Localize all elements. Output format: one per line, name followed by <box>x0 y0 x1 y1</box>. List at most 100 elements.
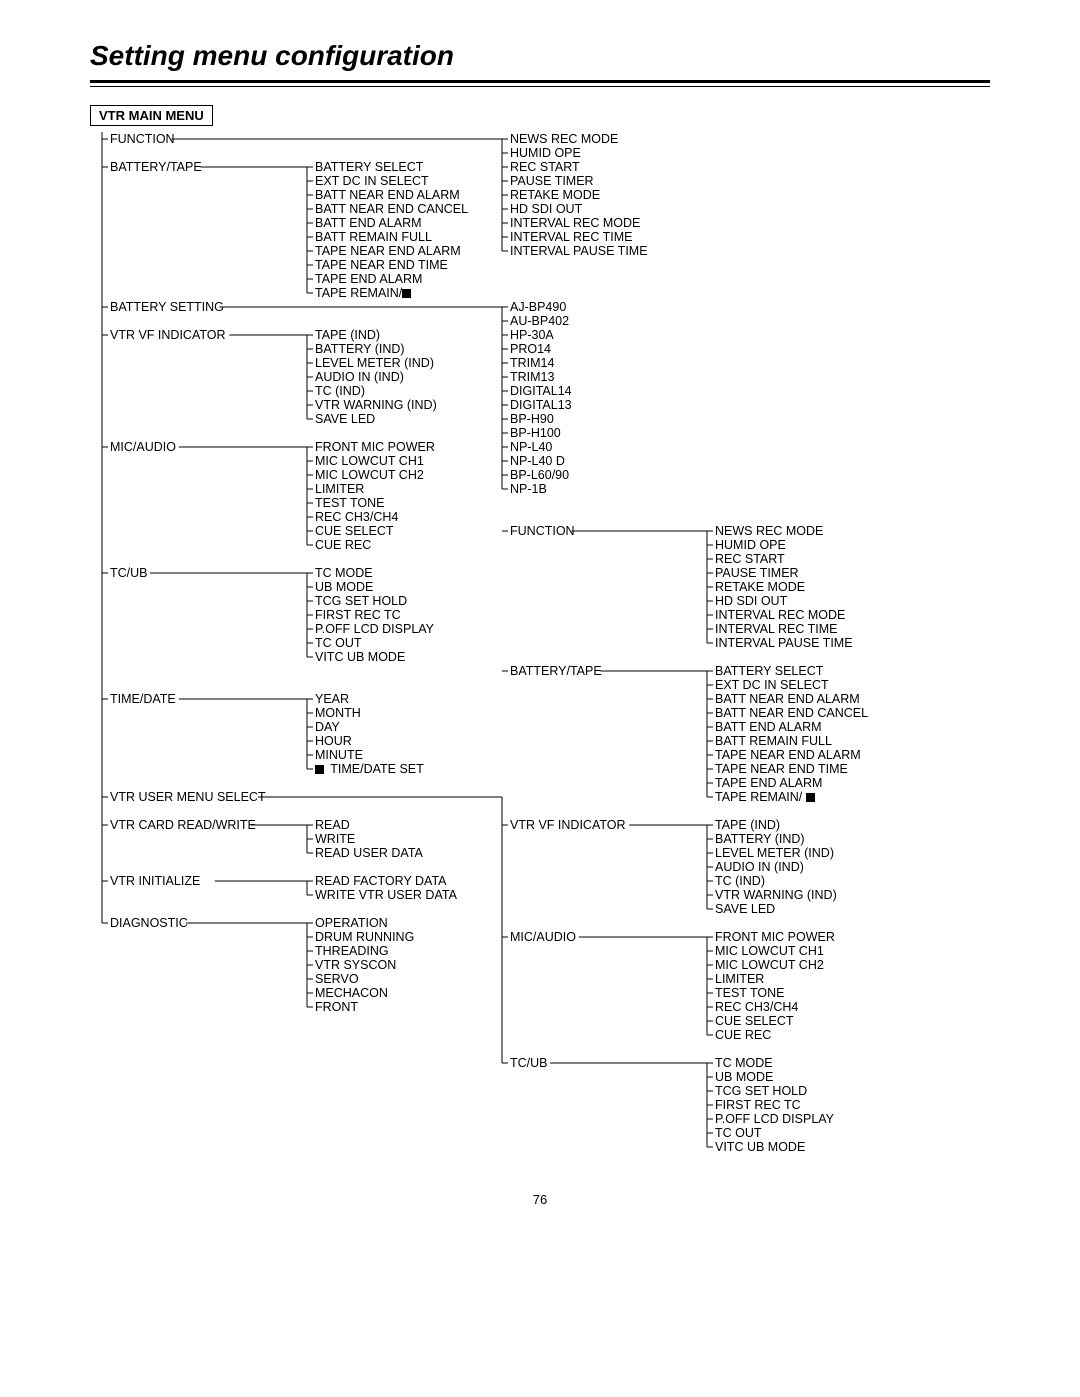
l2-item: REC CH3/CH4 <box>315 510 398 524</box>
r2-item: INTERVAL REC TIME <box>715 622 837 636</box>
l1-item: TIME/DATE <box>110 692 176 706</box>
l2-item: TC MODE <box>315 566 373 580</box>
r2-item: SAVE LED <box>715 902 775 916</box>
l1-item: VTR INITIALIZE <box>110 874 200 888</box>
l2-item: MONTH <box>315 706 361 720</box>
r2-item: VITC UB MODE <box>715 1140 805 1154</box>
l1-item: BATTERY/TAPE <box>110 160 202 174</box>
mid-item: BP-L60/90 <box>510 468 569 482</box>
r2-item: AUDIO IN (IND) <box>715 860 804 874</box>
r2-item: TEST TONE <box>715 986 784 1000</box>
r2-item: P.OFF LCD DISPLAY <box>715 1112 834 1126</box>
l2-item: VITC UB MODE <box>315 650 405 664</box>
l2-item: AUDIO IN (IND) <box>315 370 404 384</box>
mid-item: DIGITAL13 <box>510 398 572 412</box>
r2-item: LIMITER <box>715 972 764 986</box>
l1-item: TC/UB <box>110 566 148 580</box>
l2-item: EXT DC IN SELECT <box>315 174 429 188</box>
mid-item: BP-H100 <box>510 426 561 440</box>
r2-item: BATT REMAIN FULL <box>715 734 832 748</box>
r2-item: BATT NEAR END CANCEL <box>715 706 868 720</box>
mid-item: INTERVAL REC TIME <box>510 230 632 244</box>
l2-item: LIMITER <box>315 482 364 496</box>
r2-item: INTERVAL REC MODE <box>715 608 845 622</box>
r2-item: CUE REC <box>715 1028 771 1042</box>
l2-item: FRONT MIC POWER <box>315 440 435 454</box>
r2-item: TAPE END ALARM <box>715 776 822 790</box>
r2-item: TC OUT <box>715 1126 762 1140</box>
mid-item: BP-H90 <box>510 412 554 426</box>
l2-item: CUE SELECT <box>315 524 394 538</box>
l2-item: CUE REC <box>315 538 371 552</box>
mid-item: AJ-BP490 <box>510 300 566 314</box>
r2-item: INTERVAL PAUSE TIME <box>715 636 853 650</box>
l2-item: OPERATION <box>315 916 388 930</box>
page-number: 76 <box>90 1192 990 1207</box>
l2-item: MIC LOWCUT CH1 <box>315 454 424 468</box>
r2-item: BATT END ALARM <box>715 720 822 734</box>
l2-item: VTR WARNING (IND) <box>315 398 437 412</box>
l2-item: MIC LOWCUT CH2 <box>315 468 424 482</box>
l2-item: THREADING <box>315 944 389 958</box>
l2-item: MECHACON <box>315 986 388 1000</box>
r2-item: LEVEL METER (IND) <box>715 846 834 860</box>
r2-item: TAPE NEAR END TIME <box>715 762 848 776</box>
r2-item: HD SDI OUT <box>715 594 787 608</box>
mid-item: NEWS REC MODE <box>510 132 618 146</box>
l2-item: SERVO <box>315 972 359 986</box>
l2-item: SAVE LED <box>315 412 375 426</box>
l2-item: WRITE VTR USER DATA <box>315 888 457 902</box>
r2-item: BATT NEAR END ALARM <box>715 692 860 706</box>
l2-item: BATT END ALARM <box>315 216 422 230</box>
l1-item: VTR USER MENU SELECT <box>110 790 266 804</box>
r2-item: TC (IND) <box>715 874 765 888</box>
mid-item: TRIM14 <box>510 356 554 370</box>
l2-item: UB MODE <box>315 580 373 594</box>
page-title: Setting menu configuration <box>90 40 990 72</box>
mid-item: HP-30A <box>510 328 554 342</box>
r1-item: BATTERY/TAPE <box>510 664 602 678</box>
root-menu-box: VTR MAIN MENU <box>90 105 213 126</box>
r2-item: MIC LOWCUT CH1 <box>715 944 824 958</box>
l2-item: P.OFF LCD DISPLAY <box>315 622 434 636</box>
l1-item: BATTERY SETTING <box>110 300 224 314</box>
r2-item: REC START <box>715 552 785 566</box>
l1-item: FUNCTION <box>110 132 175 146</box>
r2-item: TC MODE <box>715 1056 773 1070</box>
r2-item: RETAKE MODE <box>715 580 805 594</box>
mid-item: HD SDI OUT <box>510 202 582 216</box>
mid-item: NP-L40 D <box>510 454 565 468</box>
l2-item: FRONT <box>315 1000 358 1014</box>
l2-item: READ <box>315 818 350 832</box>
l2-item: DRUM RUNNING <box>315 930 414 944</box>
r2-item: HUMID OPE <box>715 538 786 552</box>
l2-item: READ USER DATA <box>315 846 423 860</box>
r2-item: VTR WARNING (IND) <box>715 888 837 902</box>
l2-item: TAPE NEAR END ALARM <box>315 244 461 258</box>
mid-item: NP-1B <box>510 482 547 496</box>
mid-item: DIGITAL14 <box>510 384 572 398</box>
l2-item: YEAR <box>315 692 349 706</box>
l2-item: BATTERY SELECT <box>315 160 423 174</box>
l2-item: TIME/DATE SET <box>315 762 424 776</box>
l2-item: LEVEL METER (IND) <box>315 356 434 370</box>
l2-item: READ FACTORY DATA <box>315 874 447 888</box>
r2-item: BATTERY (IND) <box>715 832 805 846</box>
r2-item: REC CH3/CH4 <box>715 1000 798 1014</box>
r1-item: MIC/AUDIO <box>510 930 576 944</box>
mid-item: INTERVAL REC MODE <box>510 216 640 230</box>
title-rule <box>90 80 990 87</box>
l1-item: VTR VF INDICATOR <box>110 328 226 342</box>
l2-item: TC (IND) <box>315 384 365 398</box>
r2-item: FIRST REC TC <box>715 1098 801 1112</box>
mid-item: AU-BP402 <box>510 314 569 328</box>
l2-item: TCG SET HOLD <box>315 594 407 608</box>
l2-item: BATT NEAR END CANCEL <box>315 202 468 216</box>
r2-item: FRONT MIC POWER <box>715 930 835 944</box>
r2-item: TAPE REMAIN/ <box>715 790 818 804</box>
l1-item: VTR CARD READ/WRITE <box>110 818 256 832</box>
l2-item: TAPE (IND) <box>315 328 380 342</box>
r1-item: VTR VF INDICATOR <box>510 818 626 832</box>
r2-item: NEWS REC MODE <box>715 524 823 538</box>
r2-item: TCG SET HOLD <box>715 1084 807 1098</box>
